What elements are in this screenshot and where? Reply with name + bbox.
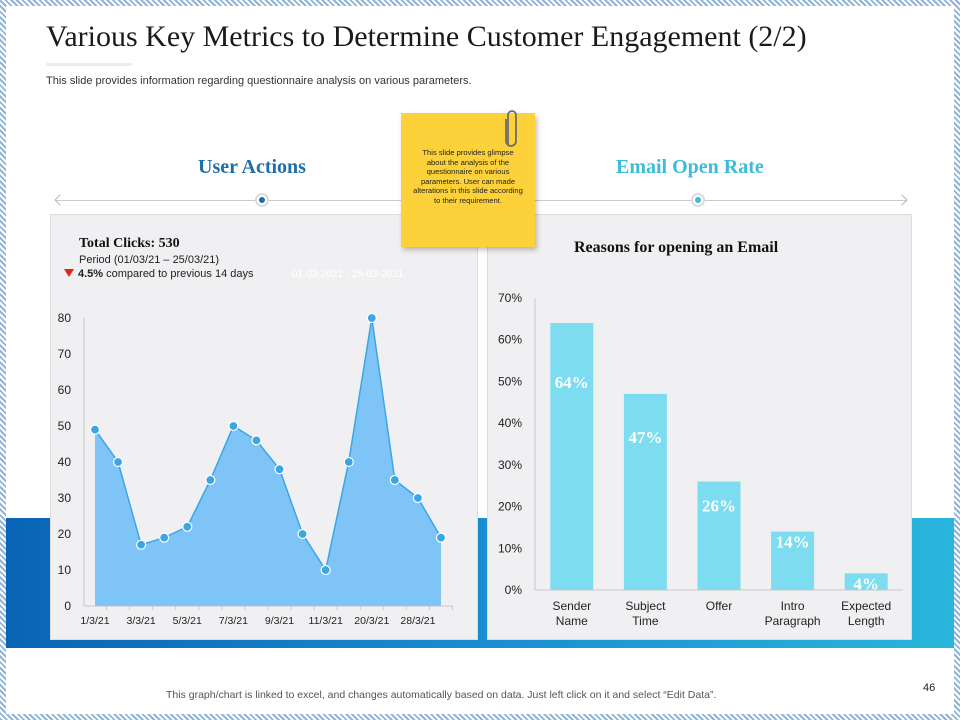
bar-y-tick-label: 20% bbox=[498, 500, 522, 514]
area-x-tick-label: 5/3/21 bbox=[173, 615, 202, 627]
area-x-tick-label: 28/3/21 bbox=[400, 615, 435, 627]
area-y-tick-label: 40 bbox=[58, 455, 72, 469]
page-subtitle: This slide provides information regardin… bbox=[46, 75, 472, 87]
compare-label: 4.5% compared to previous 14 days bbox=[64, 268, 254, 280]
bar-category-label: Paragraph bbox=[765, 614, 821, 628]
bar-category-label: Intro bbox=[781, 599, 805, 613]
area-point bbox=[112, 456, 124, 468]
bar-y-tick-label: 0% bbox=[505, 583, 523, 597]
bar bbox=[550, 323, 594, 590]
area-point bbox=[228, 420, 239, 432]
bar bbox=[623, 393, 667, 590]
area-point bbox=[297, 528, 308, 540]
bar bbox=[844, 573, 888, 590]
bar-y-tick-label: 30% bbox=[498, 458, 522, 472]
section-label-email-open-rate: Email Open Rate bbox=[616, 156, 764, 178]
area-x-tick-label: 9/3/21 bbox=[265, 615, 294, 627]
area-y-tick-label: 50 bbox=[58, 419, 72, 433]
area-x-tick-label: 11/3/21 bbox=[309, 615, 343, 627]
bar-data-label: 14% bbox=[776, 533, 810, 552]
area-series-fill bbox=[95, 318, 441, 606]
area-point bbox=[136, 539, 147, 550]
area-y-tick-label: 0 bbox=[64, 599, 71, 613]
total-clicks: Total Clicks: 530 bbox=[79, 236, 180, 251]
bar-category-label: Expected bbox=[841, 599, 891, 613]
bar-y-tick-label: 40% bbox=[498, 416, 522, 430]
bar-category-label: Offer bbox=[706, 599, 732, 613]
bar-y-tick-label: 60% bbox=[498, 333, 522, 347]
area-series-line bbox=[94, 317, 442, 572]
area-point bbox=[251, 435, 262, 446]
bar-category-label: Sender bbox=[552, 599, 591, 613]
sticky-note: This slide provides glimpse about the an… bbox=[401, 113, 535, 247]
area-x-tick-label: 20/3/21 bbox=[354, 615, 389, 627]
bar bbox=[771, 531, 815, 590]
bar bbox=[697, 481, 741, 590]
page-title: Various Key Metrics to Determine Custome… bbox=[46, 20, 807, 53]
area-point bbox=[366, 312, 377, 324]
bar-data-label: 47% bbox=[628, 428, 662, 447]
timeline-dot-user bbox=[255, 193, 269, 207]
area-y-tick-label: 10 bbox=[58, 563, 72, 577]
bar-y-tick-label: 10% bbox=[498, 541, 522, 555]
timeline-dot-email bbox=[691, 193, 705, 207]
area-point bbox=[389, 474, 400, 486]
area-point bbox=[159, 532, 170, 543]
bar-category-label: Subject bbox=[625, 599, 666, 613]
area-x-tick-label: 3/3/21 bbox=[127, 615, 156, 627]
area-y-tick-label: 70 bbox=[58, 347, 72, 361]
date-range: 01-03-2021 - 25-03-2021 bbox=[292, 269, 404, 280]
area-point bbox=[412, 492, 424, 504]
change-text: compared to previous 14 days bbox=[103, 268, 254, 280]
area-point bbox=[89, 424, 101, 435]
bar-data-label: 26% bbox=[702, 496, 736, 515]
area-x-tick-label: 1/3/21 bbox=[80, 615, 109, 627]
paperclip-icon bbox=[505, 110, 517, 147]
bar-y-tick-label: 70% bbox=[498, 291, 522, 305]
area-point bbox=[182, 521, 193, 532]
area-point bbox=[320, 564, 331, 576]
down-arrow-icon bbox=[64, 269, 74, 277]
area-x-tick-label: 7/3/21 bbox=[219, 615, 248, 627]
area-point bbox=[435, 532, 447, 543]
area-point bbox=[274, 464, 285, 475]
area-point bbox=[343, 456, 354, 468]
bar-category-label: Time bbox=[632, 614, 659, 628]
bar-chart-title: Reasons for opening an Email bbox=[574, 239, 779, 256]
area-point bbox=[205, 474, 216, 486]
area-y-tick-label: 60 bbox=[58, 383, 72, 397]
change-value: 4.5% bbox=[78, 268, 104, 280]
footer-note: This graph/chart is linked to excel, and… bbox=[166, 689, 717, 701]
area-y-tick-label: 30 bbox=[58, 491, 72, 505]
area-y-tick-label: 80 bbox=[58, 311, 72, 325]
bar-category-label: Name bbox=[556, 614, 588, 628]
area-y-tick-label: 20 bbox=[58, 527, 72, 541]
section-label-user-actions: User Actions bbox=[198, 156, 306, 178]
page-number: 46 bbox=[923, 682, 936, 694]
bar-data-label: 4% bbox=[853, 574, 879, 593]
period-label: Period (01/03/21 – 25/03/21) bbox=[79, 254, 220, 266]
title-underline bbox=[46, 63, 132, 66]
bar-y-tick-label: 50% bbox=[498, 374, 522, 388]
bar-data-label: 64% bbox=[555, 373, 589, 392]
bar-category-label: Length bbox=[848, 614, 885, 628]
